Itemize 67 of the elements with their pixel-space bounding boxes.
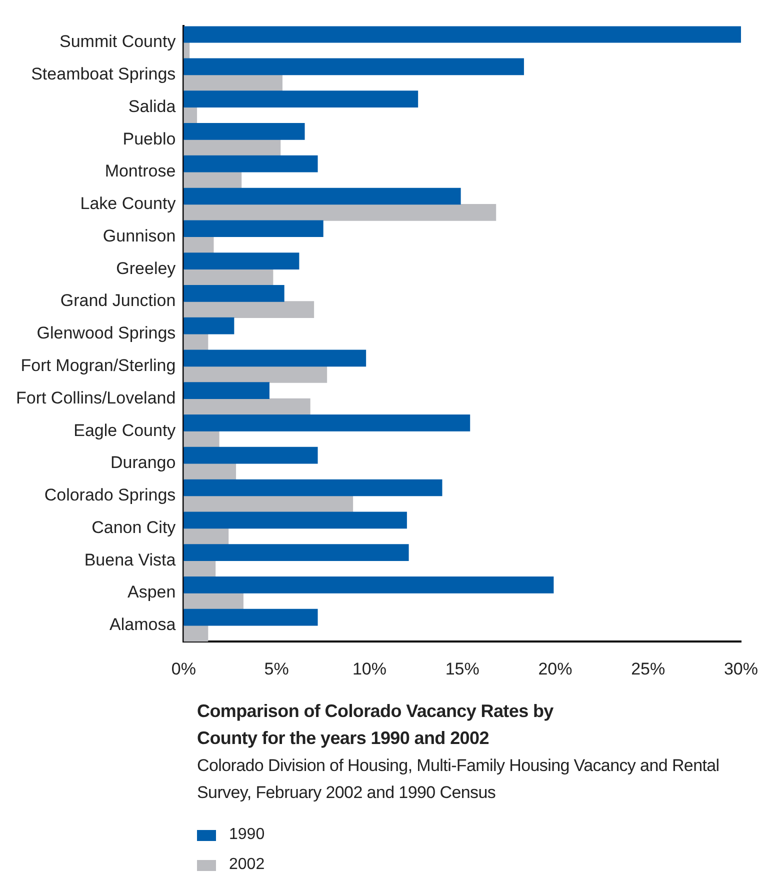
bar [184, 382, 270, 400]
bar [184, 446, 318, 464]
y-tick-label: Gunnison [102, 226, 176, 246]
x-tick-label: 0% [171, 659, 196, 678]
y-tick-label: Grand Junction [60, 291, 176, 310]
bar [184, 625, 208, 642]
bar [184, 220, 324, 238]
bar [184, 58, 524, 76]
bar [184, 74, 282, 92]
bar [184, 544, 409, 561]
y-tick-label: Buena Vista [84, 550, 176, 570]
bar [184, 430, 220, 448]
legend-label: 1990 [229, 826, 265, 844]
y-tick-label: Durango [110, 453, 176, 472]
bar [184, 350, 366, 367]
bar [184, 301, 314, 318]
bar [184, 496, 354, 512]
bar [184, 90, 418, 108]
y-tick-label: Pueblo [122, 129, 176, 148]
bar [184, 188, 461, 205]
bar [184, 576, 554, 594]
bar [184, 398, 310, 416]
y-tick-label: Colorado Springs [44, 486, 176, 505]
x-tick-label: 20% [538, 659, 572, 678]
bar [184, 414, 470, 432]
x-tick-label: 25% [631, 659, 666, 678]
x-tick-label: 30% [724, 659, 758, 678]
y-tick-label: Fort Collins/Loveland [16, 388, 176, 408]
bar [184, 172, 242, 188]
bar [184, 366, 328, 383]
y-tick-label: Canon City [92, 518, 176, 537]
bar [184, 560, 216, 578]
text: Colorado Division of Housing, Multi-Family Housing Vacancy and Rental Survey, February 2002 and 1990 Census [197, 755, 720, 804]
y-tick-label: Fort Mogran/Sterling [20, 356, 176, 375]
legend-label: 2002 [229, 856, 265, 874]
bar [184, 528, 229, 545]
bar [184, 608, 318, 626]
y-tick-label: Alamosa [110, 615, 176, 634]
y-tick-label: Glenwood Springs [36, 324, 176, 343]
y-tick-label: Aspen [127, 582, 176, 602]
y-tick-label: Steamboat Springs [31, 64, 176, 84]
bar [184, 236, 214, 254]
bar [184, 284, 284, 302]
x-tick-label: 15% [445, 659, 480, 678]
bar [184, 334, 208, 350]
y-tick-label: Summit County [59, 32, 176, 52]
bar [184, 479, 442, 496]
bar [184, 252, 300, 270]
bar [184, 123, 305, 140]
bar [184, 139, 281, 156]
y-tick-label: Salida [128, 96, 176, 116]
bar [184, 463, 236, 480]
bar [184, 204, 496, 221]
y-tick-label: Greeley [116, 258, 176, 278]
bar [184, 592, 244, 610]
y-tick-label: Montrose [104, 162, 176, 181]
bar [184, 106, 198, 124]
y-tick-label: Eagle County [74, 420, 176, 440]
bar [184, 268, 274, 286]
x-tick-label: 5% [264, 659, 289, 678]
y-tick-label: Lake County [80, 194, 176, 214]
bar [184, 26, 741, 43]
text: Comparison of Colorado Vacancy Rates by County for the years 1990 and 2002 [197, 700, 554, 750]
bar [184, 317, 234, 334]
bar [184, 512, 407, 529]
x-tick-label: 10% [352, 659, 386, 678]
bar [184, 155, 318, 172]
